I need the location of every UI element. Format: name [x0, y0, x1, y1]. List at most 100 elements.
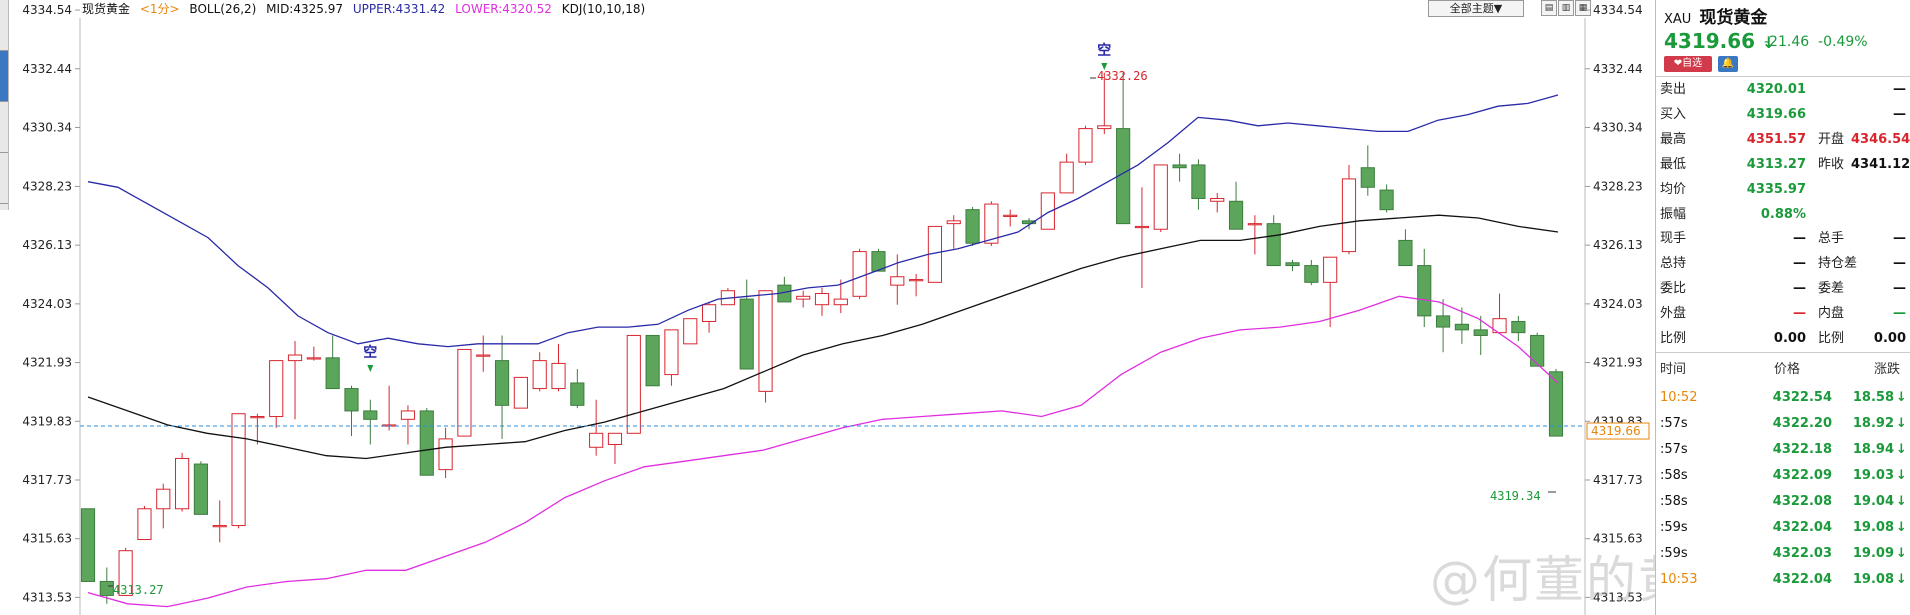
quote-row-label: 最高: [1660, 131, 1687, 147]
candle-body: [1191, 164, 1206, 199]
candlestick-chart[interactable]: 4334.54 4334.54 4332.44 4332.44 4330.34 4330.…: [0, 0, 1655, 615]
candle-body: [833, 298, 848, 306]
candle-body: [250, 416, 265, 419]
quote-row-label-2: 开盘: [1818, 131, 1845, 147]
toolbar-btn-3[interactable]: ▦: [1575, 0, 1591, 16]
tick-row: 10:53 4322.04 19.08 ↓: [1656, 568, 1910, 592]
down-arrow-icon: ↓: [1896, 546, 1907, 561]
y-tick-label-right: 4313.53: [1593, 590, 1643, 604]
chart-area[interactable]: 现货黄金 <1分> BOLL(26,2) MID:4325.97 UPPER:4…: [0, 0, 1844, 615]
candle-body: [1172, 164, 1187, 169]
main-theme-dropdown[interactable]: 全部主题▼: [1428, 0, 1524, 17]
candle-body: [739, 298, 754, 370]
quote-row-label-2: 比例: [1818, 331, 1845, 346]
toolbar-btn-1[interactable]: ▤: [1541, 0, 1557, 16]
tick-change: 19.04: [1852, 494, 1894, 509]
quote-row-value: 4313.27: [1746, 156, 1806, 172]
left-tab-3[interactable]: [0, 102, 8, 153]
candle-body: [1116, 128, 1131, 225]
quote-row-value-2: —: [1893, 106, 1906, 122]
candle-body: [1097, 125, 1112, 130]
quote-row-label: 最低: [1660, 156, 1687, 172]
candle-body: [1454, 323, 1469, 331]
quote-symbol: XAU: [1664, 12, 1692, 27]
candle-body: [400, 410, 416, 420]
quote-row-label: 卖出: [1660, 82, 1687, 97]
quote-row: 均价 4335.97: [1656, 178, 1910, 202]
candle-body: [494, 360, 510, 406]
high-label: 4332.26: [1097, 69, 1148, 83]
left-tab-2[interactable]: [0, 51, 8, 102]
quote-row-value: 0.88%: [1760, 206, 1806, 222]
quote-row-value-2: —: [1893, 256, 1906, 272]
y-tick-label-left: 4317.73: [22, 473, 72, 487]
candle-body: [99, 580, 114, 596]
quote-row: 比例 0.00 比例 0.00: [1656, 327, 1910, 351]
quote-row: 现手 — 总手 —: [1656, 227, 1910, 251]
boll-mid-line: [87, 214, 1559, 460]
quote-row-label-2: 内盘: [1818, 306, 1845, 322]
legend-kdj[interactable]: KDJ(10,10,18): [561, 2, 646, 16]
candle-body: [1285, 262, 1300, 267]
tick-change: 18.58: [1852, 390, 1894, 405]
current-price-label: 4319.66: [1591, 424, 1641, 438]
ticks-header-price: 价格: [1774, 362, 1801, 377]
candle-body: [1228, 200, 1244, 230]
quote-row-label: 比例: [1660, 331, 1687, 346]
left-tab-4[interactable]: [0, 153, 8, 204]
quote-row-value: —: [1793, 281, 1806, 297]
candle-body: [589, 432, 604, 448]
left-tab-strip[interactable]: [0, 0, 9, 210]
legend-upper: UPPER:4331.42: [352, 2, 446, 16]
candle-body: [909, 279, 924, 282]
legend-period[interactable]: <1分>: [139, 2, 180, 16]
candle-body: [814, 293, 830, 306]
bell-icon[interactable]: 🔔: [1718, 56, 1738, 72]
toolbar-btn-2[interactable]: ▥: [1558, 0, 1574, 16]
tick-time: :57s: [1660, 442, 1688, 457]
down-arrow-icon: ↓: [1896, 442, 1907, 457]
candle-body: [1134, 225, 1150, 229]
quote-row-label-2: 持仓差: [1818, 256, 1858, 272]
candle-body: [1341, 178, 1357, 253]
quote-row-value-2: —: [1893, 281, 1906, 297]
down-arrow-icon: ↓: [1762, 33, 1776, 52]
legend-boll[interactable]: BOLL(26,2): [189, 2, 257, 16]
candle-body: [325, 357, 340, 390]
low-label: 4313.27: [113, 583, 164, 597]
quote-row-value: —: [1793, 256, 1806, 272]
indicator-legend: 现货黄金 <1分> BOLL(26,2) MID:4325.97 UPPER:4…: [82, 0, 651, 18]
tick-change: 18.92: [1852, 416, 1894, 431]
y-tick-label-left: 4334.54: [22, 3, 72, 17]
quote-change: -21.46 -0.49%: [1764, 34, 1868, 50]
down-arrow-icon: ↓: [1896, 572, 1907, 587]
candle-body: [758, 290, 773, 392]
legend-symbol: 现货黄金: [82, 2, 131, 16]
down-arrow-icon: ↓: [1896, 468, 1907, 483]
y-tick-label-right: 4332.44: [1593, 62, 1643, 76]
sell-signal-label: 空: [1097, 42, 1111, 59]
add-favorite-button[interactable]: ❤自选: [1664, 56, 1712, 72]
candle-body: [1379, 189, 1394, 211]
candle-body: [1548, 371, 1564, 437]
current-price-tag: [1586, 422, 1650, 440]
candle-body: [137, 508, 152, 541]
quote-row-label: 外盘: [1660, 306, 1687, 322]
down-arrow-icon: ↓: [1896, 494, 1907, 509]
legend-mid: MID:4325.97: [266, 2, 343, 16]
y-tick-label-right: 4317.73: [1593, 473, 1643, 487]
candle-body: [645, 334, 660, 387]
quote-row-label: 买入: [1660, 106, 1687, 122]
y-tick-label-left: 4315.63: [22, 532, 72, 546]
quote-row-value-2: 0.00: [1873, 331, 1906, 346]
candle-body: [1153, 164, 1168, 230]
candle-body: [193, 463, 209, 515]
y-tick-label-right: 4326.13: [1593, 238, 1643, 252]
candle-body: [796, 295, 811, 300]
quote-row-value: 4351.57: [1746, 131, 1806, 147]
candle-body: [1266, 223, 1281, 267]
tick-change: 19.08: [1852, 520, 1894, 535]
left-tab-1[interactable]: [0, 0, 8, 51]
y-tick-label-right: 4330.34: [1593, 120, 1643, 134]
candle-body: [1360, 167, 1375, 188]
